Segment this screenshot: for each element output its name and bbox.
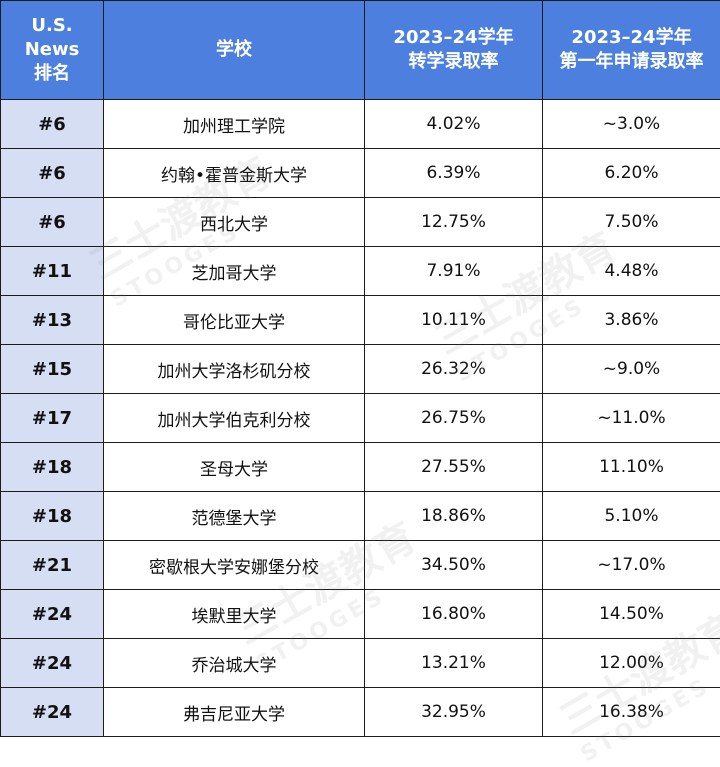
school-cell: 约翰•霍普金斯大学 (104, 149, 365, 198)
transfer-rate-cell: 26.75% (365, 394, 543, 443)
header-rank-line2: News (25, 39, 80, 60)
header-transfer: 2023–24学年 转学录取率 (365, 1, 543, 100)
transfer-rate-cell: 6.39% (365, 149, 543, 198)
firstyear-rate-cell: 7.50% (543, 198, 720, 247)
transfer-rate-cell: 26.32% (365, 345, 543, 394)
rank-cell: #18 (1, 443, 104, 492)
header-rank-line1: U.S. (31, 15, 72, 36)
firstyear-rate-cell: 11.10% (543, 443, 720, 492)
rank-cell: #6 (1, 100, 104, 149)
rank-cell: #17 (1, 394, 104, 443)
school-cell: 圣母大学 (104, 443, 365, 492)
firstyear-rate-cell: 4.48% (543, 247, 720, 296)
firstyear-rate-cell: 6.20% (543, 149, 720, 198)
transfer-rate-cell: 13.21% (365, 639, 543, 688)
rank-cell: #24 (1, 688, 104, 737)
school-cell: 密歇根大学安娜堡分校 (104, 541, 365, 590)
school-cell: 加州理工学院 (104, 100, 365, 149)
header-firstyear-line1: 2023–24学年 (571, 27, 691, 48)
rank-cell: #21 (1, 541, 104, 590)
school-cell: 芝加哥大学 (104, 247, 365, 296)
school-cell: 加州大学洛杉矶分校 (104, 345, 365, 394)
rank-cell: #6 (1, 149, 104, 198)
header-school: 学校 (104, 1, 365, 100)
transfer-rate-cell: 4.02% (365, 100, 543, 149)
header-row: U.S. News 排名 学校 2023–24学年 转学录取率 2023–24学… (1, 1, 720, 100)
school-cell: 埃默里大学 (104, 590, 365, 639)
school-cell: 西北大学 (104, 198, 365, 247)
school-cell: 加州大学伯克利分校 (104, 394, 365, 443)
transfer-rate-cell: 7.91% (365, 247, 543, 296)
transfer-rate-cell: 12.75% (365, 198, 543, 247)
rank-cell: #24 (1, 639, 104, 688)
school-cell: 范德堡大学 (104, 492, 365, 541)
transfer-rate-cell: 32.95% (365, 688, 543, 737)
header-transfer-line1: 2023–24学年 (393, 27, 513, 48)
transfer-rate-cell: 34.50% (365, 541, 543, 590)
transfer-rate-cell: 27.55% (365, 443, 543, 492)
firstyear-rate-cell: ~17.0% (543, 541, 720, 590)
rank-cell: #11 (1, 247, 104, 296)
admissions-table: U.S. News 排名 学校 2023–24学年 转学录取率 2023–24学… (0, 0, 720, 737)
school-cell: 乔治城大学 (104, 639, 365, 688)
header-rank-line3: 排名 (34, 63, 70, 84)
school-cell: 哥伦比亚大学 (104, 296, 365, 345)
header-rank: U.S. News 排名 (1, 1, 104, 100)
transfer-rate-cell: 16.80% (365, 590, 543, 639)
rank-cell: #18 (1, 492, 104, 541)
transfer-rate-cell: 18.86% (365, 492, 543, 541)
transfer-rate-cell: 10.11% (365, 296, 543, 345)
firstyear-rate-cell: ~9.0% (543, 345, 720, 394)
firstyear-rate-cell: 3.86% (543, 296, 720, 345)
rank-cell: #15 (1, 345, 104, 394)
rank-cell: #24 (1, 590, 104, 639)
firstyear-rate-cell: 5.10% (543, 492, 720, 541)
school-cell: 弗吉尼亚大学 (104, 688, 365, 737)
header-transfer-line2: 转学录取率 (409, 51, 499, 72)
header-firstyear: 2023–24学年 第一年申请录取率 (543, 1, 720, 100)
firstyear-rate-cell: 12.00% (543, 639, 720, 688)
firstyear-rate-cell: 14.50% (543, 590, 720, 639)
firstyear-rate-cell: ~3.0% (543, 100, 720, 149)
firstyear-rate-cell: 16.38% (543, 688, 720, 737)
rank-cell: #6 (1, 198, 104, 247)
header-school-label: 学校 (216, 39, 252, 60)
rank-cell: #13 (1, 296, 104, 345)
header-firstyear-line2: 第一年申请录取率 (560, 51, 704, 72)
firstyear-rate-cell: ~11.0% (543, 394, 720, 443)
